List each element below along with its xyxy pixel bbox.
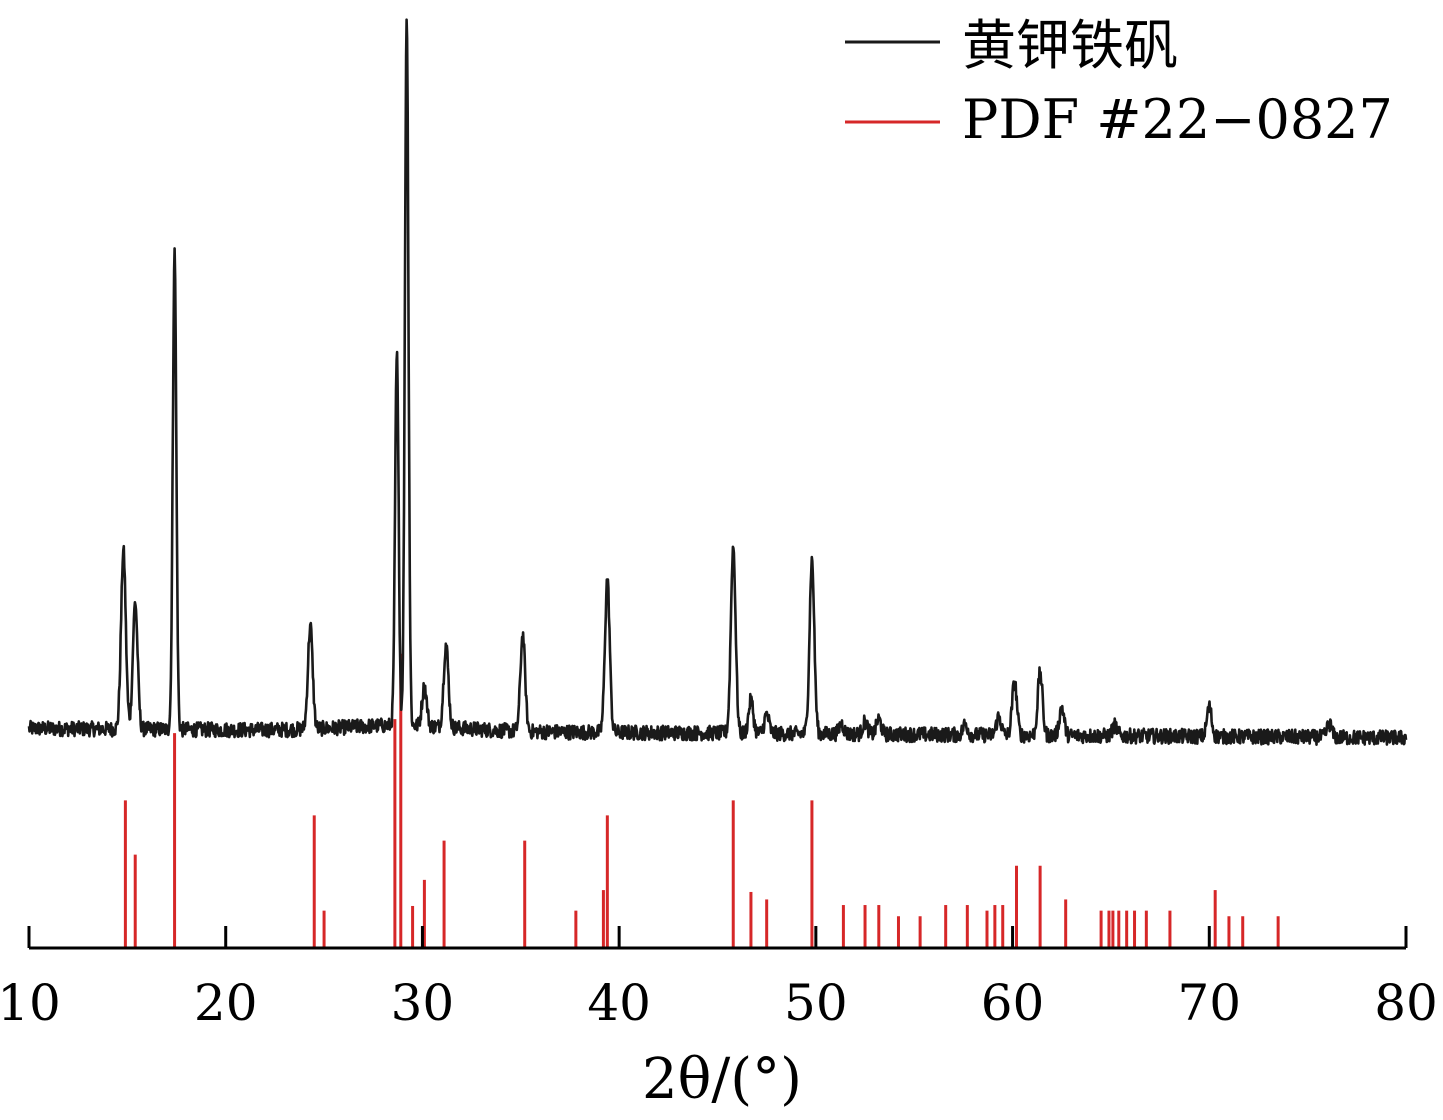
x-tick-label-20: 20	[194, 974, 258, 1032]
x-tick-label-40: 40	[587, 974, 651, 1032]
x-axis-label: 2θ/(°)	[642, 1047, 802, 1112]
x-tick-label-60: 60	[981, 974, 1045, 1032]
measured-pattern-line	[27, 18, 1408, 747]
x-tick-label-10: 10	[0, 974, 61, 1032]
x-tick-label-30: 30	[391, 974, 455, 1032]
legend: 黄钾铁矾 PDF #22−0827	[845, 14, 1393, 151]
legend-label-series-2: PDF #22−0827	[962, 88, 1393, 151]
x-tick-label-70: 70	[1177, 974, 1241, 1032]
x-tick-label-80: 80	[1374, 974, 1438, 1032]
plot-area	[27, 18, 1408, 948]
x-tick-label-50: 50	[784, 974, 848, 1032]
legend-label-series-1: 黄钾铁矾	[962, 14, 1178, 77]
x-axis-ticks: 10 20 30 40 50 60 70 80	[0, 926, 1438, 1032]
